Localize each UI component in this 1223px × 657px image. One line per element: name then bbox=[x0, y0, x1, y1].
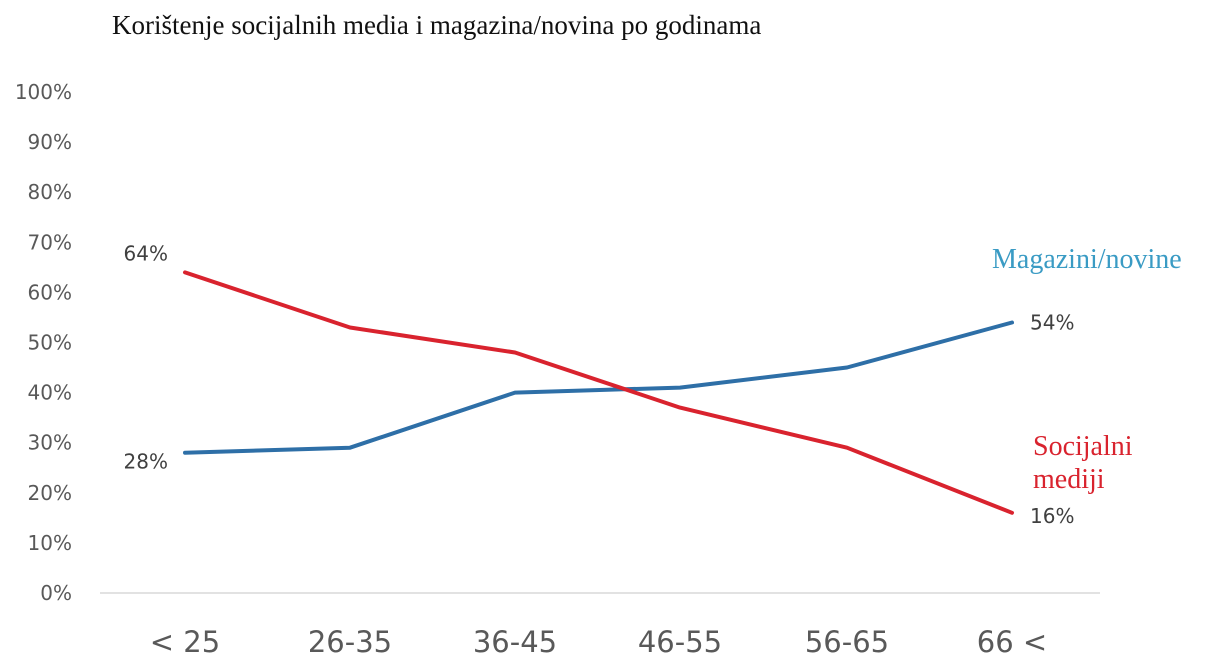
x-tick-label: 36-45 bbox=[473, 625, 557, 657]
y-tick-label: 10% bbox=[28, 531, 72, 555]
y-tick-label: 50% bbox=[28, 331, 72, 355]
data-label: 64% bbox=[124, 241, 168, 265]
chart-title: Korištenje socijalnih media i magazina/n… bbox=[112, 10, 761, 40]
data-label: 28% bbox=[124, 450, 168, 474]
series-label-line: mediji bbox=[1033, 464, 1105, 495]
y-tick-label: 80% bbox=[28, 180, 72, 204]
series-labels: Magazini/novine Socijalni mediji bbox=[992, 244, 1182, 495]
y-tick-label: 60% bbox=[28, 280, 72, 304]
data-labels: 28% 54% 64% 16% bbox=[124, 241, 1075, 527]
x-axis-ticks: < 25 26-35 36-45 46-55 56-65 66 < bbox=[150, 625, 1047, 657]
data-label: 16% bbox=[1030, 504, 1074, 528]
y-tick-label: 90% bbox=[28, 130, 72, 154]
x-tick-label: < 25 bbox=[150, 625, 220, 657]
y-tick-label: 40% bbox=[28, 381, 72, 405]
y-axis-ticks: 0% 10% 20% 30% 40% 50% 60% 70% 80% 90% 100% bbox=[15, 80, 72, 605]
series-label-socijalni-mediji: Socijalni mediji bbox=[1033, 431, 1133, 495]
y-tick-label: 20% bbox=[28, 481, 72, 505]
series-lines bbox=[185, 272, 1012, 512]
series-label-line: Socijalni bbox=[1033, 431, 1133, 462]
y-tick-label: 100% bbox=[15, 80, 72, 104]
x-tick-label: 26-35 bbox=[308, 625, 392, 657]
series-line-socijalni-mediji bbox=[185, 272, 1012, 512]
y-tick-label: 30% bbox=[28, 431, 72, 455]
y-tick-label: 0% bbox=[40, 581, 72, 605]
x-tick-label: 56-65 bbox=[805, 625, 889, 657]
series-line-magazini-novine bbox=[185, 323, 1012, 453]
x-tick-label: 46-55 bbox=[638, 625, 722, 657]
x-tick-label: 66 < bbox=[977, 625, 1047, 657]
y-tick-label: 70% bbox=[28, 230, 72, 254]
series-label-magazini-novine: Magazini/novine bbox=[992, 244, 1182, 275]
data-label: 54% bbox=[1030, 310, 1074, 334]
